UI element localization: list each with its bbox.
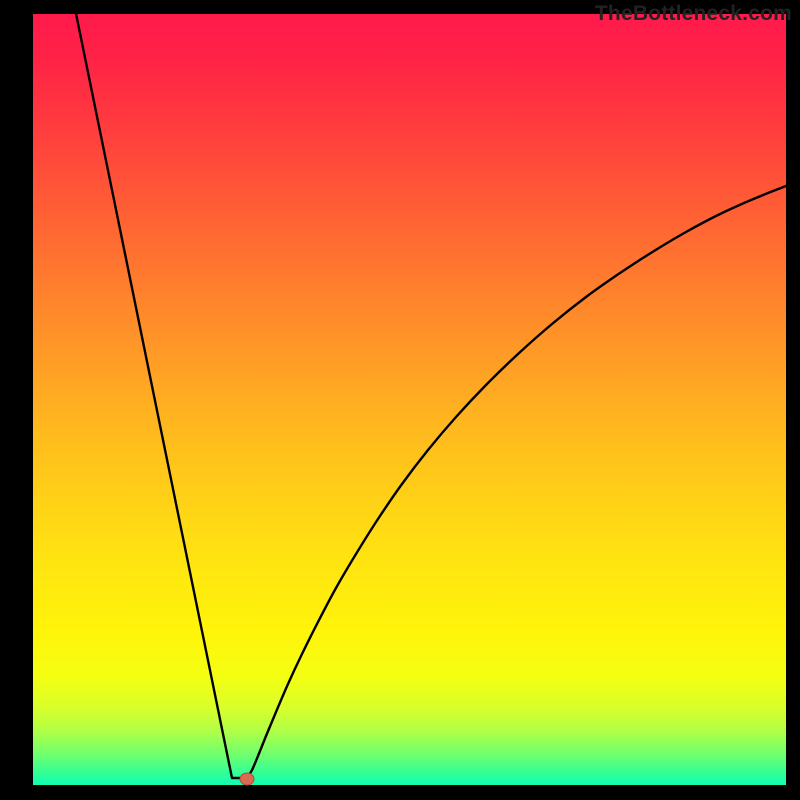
watermark-label: TheBottleneck.com — [595, 2, 792, 26]
plot-background — [33, 14, 786, 785]
chart-stage: TheBottleneck.com — [0, 0, 800, 800]
optimum-marker — [240, 773, 254, 785]
bottleneck-chart — [0, 0, 800, 800]
